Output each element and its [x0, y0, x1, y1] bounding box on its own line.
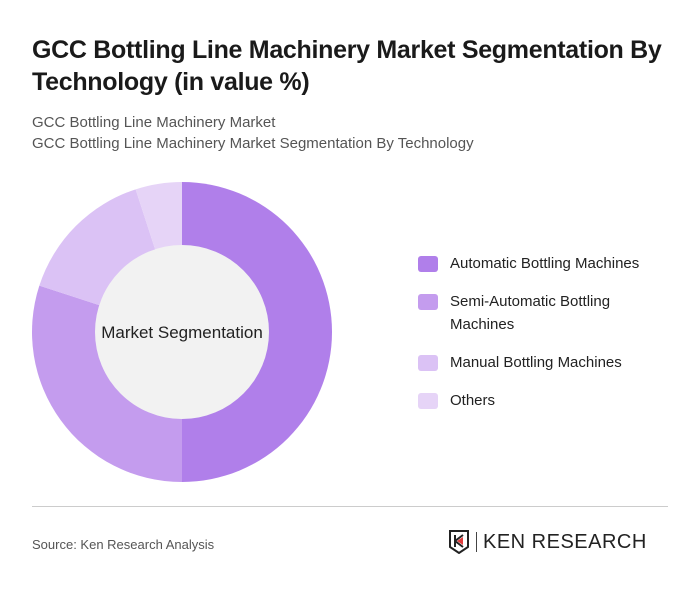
divider	[32, 506, 668, 507]
legend-swatch	[418, 355, 438, 371]
legend-swatch	[418, 256, 438, 272]
ken-research-logo: KEN RESEARCH	[448, 530, 647, 554]
legend-label: Others	[450, 392, 496, 409]
legend-label: Automatic Bottling Machines	[450, 255, 640, 272]
logo-text: KEN RESEARCH	[483, 530, 647, 553]
legend-item: Others	[418, 391, 678, 412]
logo-icon	[449, 530, 469, 554]
legend-swatch	[418, 294, 438, 310]
legend-label: Semi-Automatic Bottling Machines	[450, 293, 611, 333]
center-label: Market Segmentation	[101, 323, 263, 342]
chart-title: GCC Bottling Line Machinery Market Segme…	[32, 36, 662, 96]
legend-item: Semi-Automatic Bottling Machines	[418, 292, 678, 336]
legend: Automatic Bottling Machines Semi-Automati…	[418, 254, 678, 429]
source-text: Source: Ken Research Analysis	[32, 537, 215, 552]
legend-label: Manual Bottling Machines	[450, 354, 622, 371]
donut-chart: Market Segmentation	[31, 182, 332, 482]
legend-item: Automatic Bottling Machines	[418, 254, 678, 275]
legend-swatch	[418, 393, 438, 409]
legend-item: Manual Bottling Machines	[418, 353, 678, 374]
donut-hole	[95, 245, 269, 419]
subtitle-2: GCC Bottling Line Machinery Market Segme…	[32, 135, 474, 152]
subtitle-1: GCC Bottling Line Machinery Market	[32, 114, 276, 131]
